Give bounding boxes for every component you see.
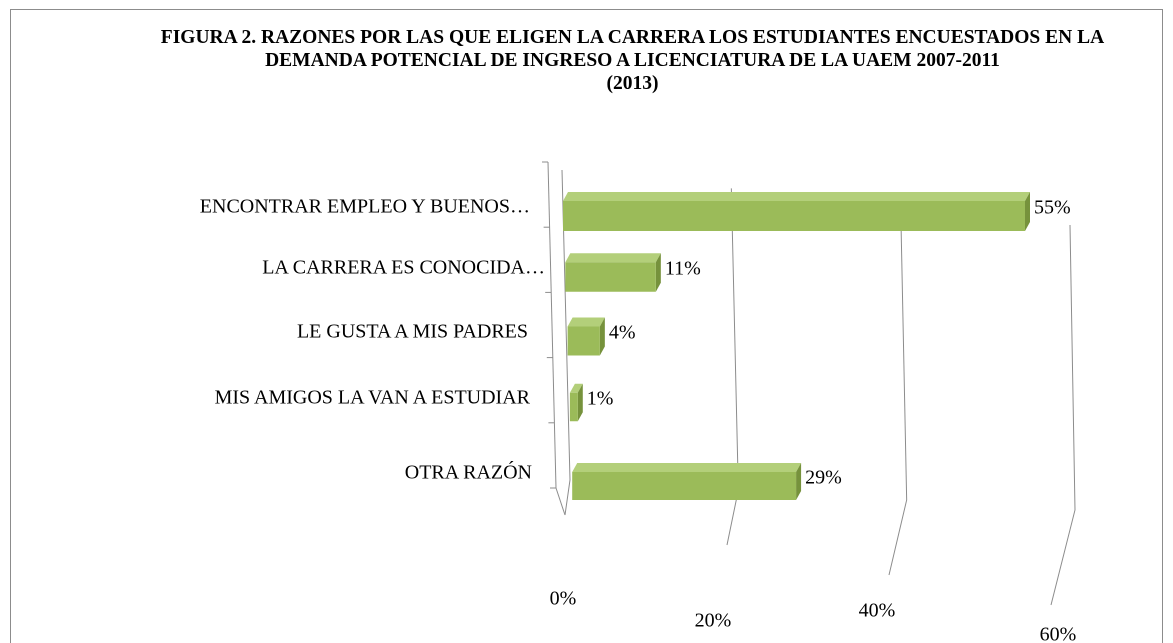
y-tick-label: MIS AMIGOS LA VAN A ESTUDIAR [215,387,531,409]
bar-top [567,317,605,327]
chart-subtitle: (2013) [606,73,659,94]
data-label: 29% [805,467,842,489]
bar-side [599,317,605,356]
data-label: 1% [587,388,614,410]
chart-title: FIGURA 2. RAZONES POR LAS QUE ELIGEN LA … [160,27,1105,71]
grid-line [561,169,571,516]
bar-top [572,463,802,472]
y-tick-label: OTRA RAZÓN [405,460,532,484]
bar-side [796,463,802,500]
bar-top [565,253,661,263]
data-label: 4% [609,322,636,344]
bar [565,262,656,292]
bar [569,392,578,422]
x-tick-label: 60% [1040,624,1077,643]
axis-line [555,487,566,516]
x-tick-label: 0% [550,588,577,610]
y-tick-label: LE GUSTA A MIS PADRES [297,321,528,343]
bar-side [577,383,583,422]
x-tick-label: 40% [859,600,896,622]
bar [563,201,1025,231]
grid-line [1050,224,1076,606]
bar [567,326,600,356]
y-tick-label: LA CARRERA ES CONOCIDA… [262,257,545,279]
title-block: FIGURA 2. RAZONES POR LAS QUE ELIGEN LA … [160,26,1105,95]
bar [572,472,797,500]
bar-top [569,383,583,393]
grid-line [888,206,908,576]
bar-side [1025,192,1030,231]
data-label: 11% [665,258,701,280]
axis-line [547,161,557,489]
bar-top [563,192,1030,201]
x-tick-label: 20% [695,610,732,632]
data-label: 55% [1034,197,1071,219]
y-tick-label: ENCONTRAR EMPLEO Y BUENOS… [200,196,530,218]
bar-side [655,253,661,292]
